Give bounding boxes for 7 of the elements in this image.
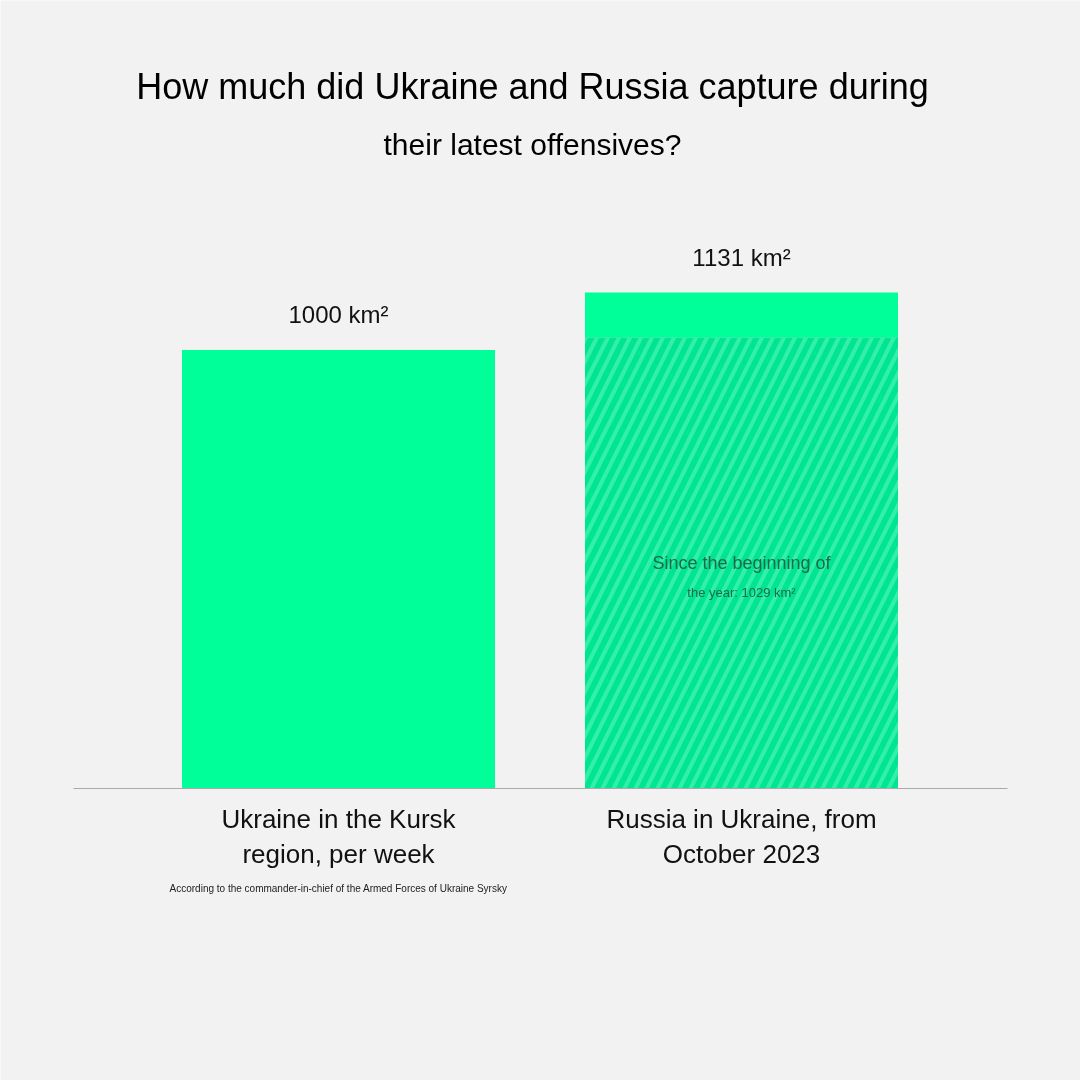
text: According to the commander-in-chief of the Armed Forces of Ukraine Syrsky [169,883,507,894]
x-tick-label: Ukraine in the Kursk region, per week [221,803,457,869]
chart-title: How much did Ukraine and Russia capture during their latest offensives? [136,66,929,161]
total-label: 1131 km² [692,243,791,271]
total-label: 1000 km² [288,300,389,328]
data-label: Since the beginning of the year: 1029 km² [652,552,832,601]
x-tick-label: Russia in Ukraine, from October 2023 [606,803,877,869]
